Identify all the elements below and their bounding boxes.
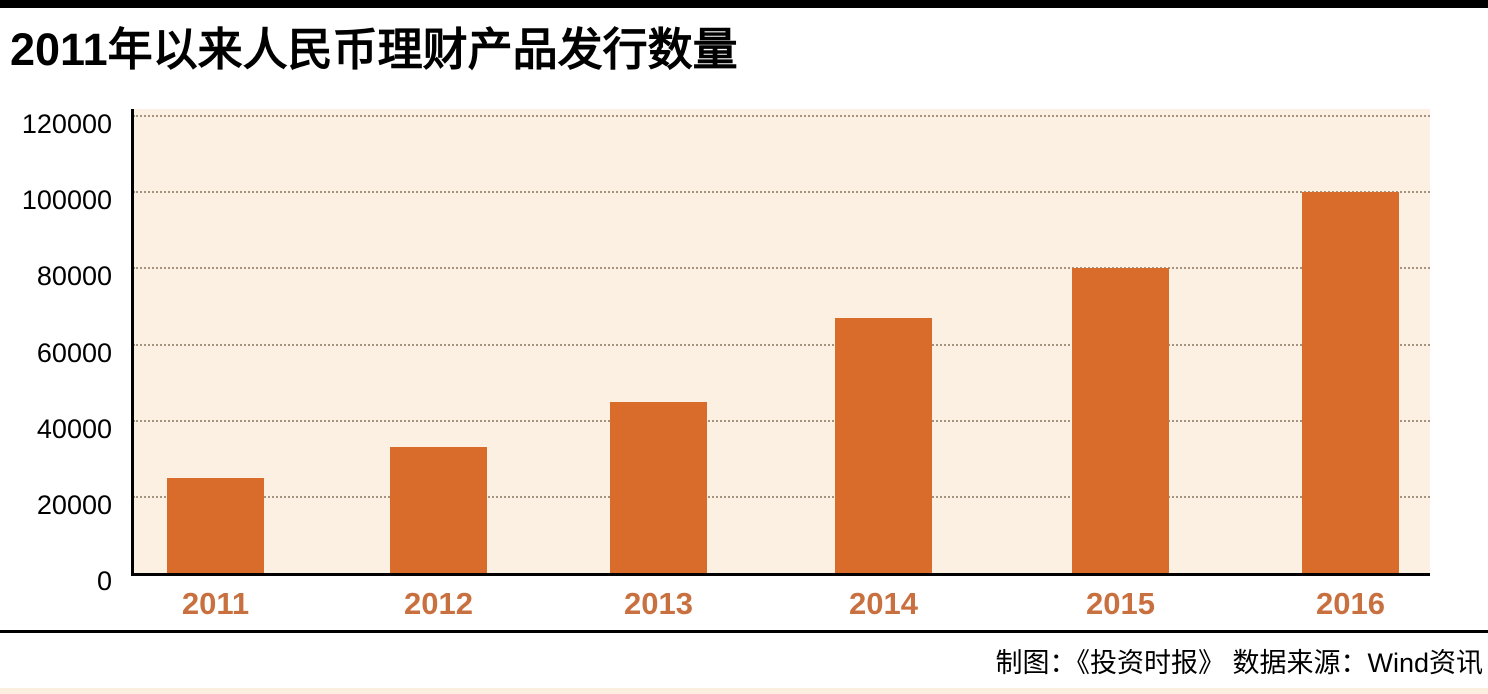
bar-2014: [835, 317, 932, 573]
gridline: [133, 343, 1430, 346]
credit-text: 制图：《投资时报》 数据来源：Wind资讯: [995, 648, 1483, 678]
y-tick-label: 40000: [36, 413, 112, 444]
gridline: [133, 115, 1430, 117]
y-tick-label: 100000: [21, 185, 112, 216]
top-black-rule: [0, 0, 1488, 8]
bar-2015: [1072, 268, 1169, 573]
x-tick-label: 2012: [404, 586, 473, 621]
y-tick-label: 0: [96, 566, 112, 596]
bar-2011: [167, 477, 264, 573]
plot-area: [133, 109, 1430, 573]
chart-title: 2011年以来人民币理财产品发行数量: [10, 24, 738, 75]
x-tick-label: 2016: [1316, 586, 1385, 621]
gridline: [133, 191, 1430, 194]
bar-2012: [390, 447, 487, 573]
x-tick-label: 2014: [849, 586, 918, 621]
x-tick-label: 2013: [624, 586, 693, 621]
gridline: [133, 419, 1430, 422]
y-tick-label: 80000: [36, 261, 112, 292]
x-tick-label: 2015: [1086, 586, 1155, 621]
gridline: [133, 267, 1430, 270]
x-axis-line: [131, 573, 1430, 576]
y-tick-label: 120000: [21, 109, 112, 139]
bottom-accent-strip: [0, 688, 1488, 694]
gridline: [133, 495, 1430, 498]
y-axis-line: [131, 109, 134, 576]
y-tick-label: 20000: [36, 489, 112, 520]
bar-2016: [1302, 192, 1399, 573]
y-tick-label: 60000: [36, 337, 112, 368]
x-tick-label: 2011: [181, 586, 250, 621]
footer-divider: [0, 630, 1488, 633]
bar-2013: [610, 401, 707, 573]
